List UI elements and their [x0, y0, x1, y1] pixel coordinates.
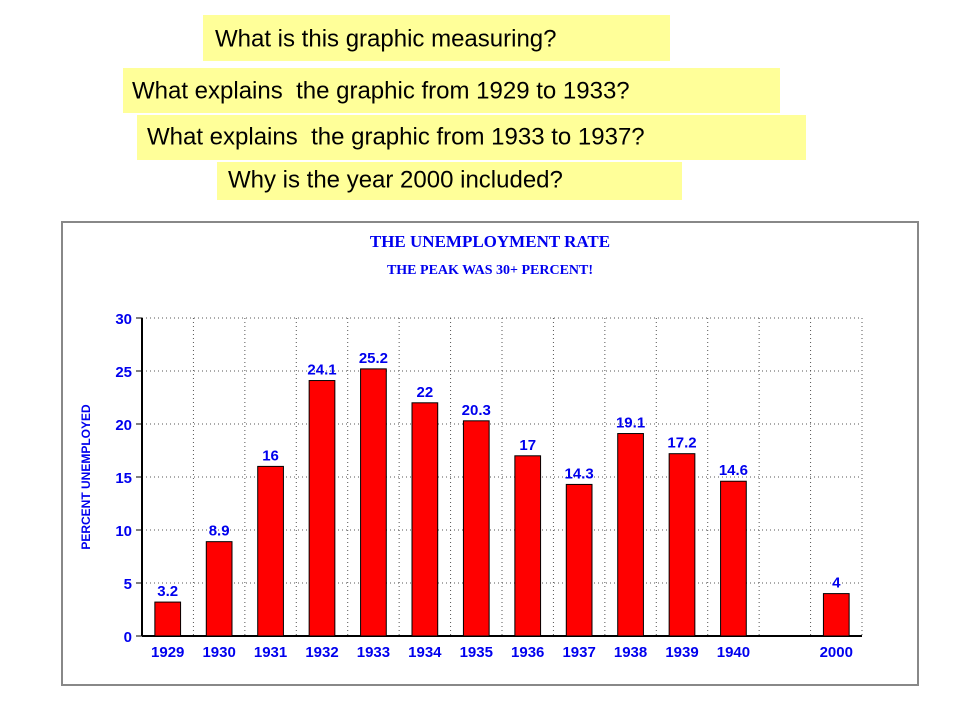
value-label: 25.2	[359, 350, 388, 367]
bar	[154, 601, 182, 637]
bar	[617, 433, 644, 637]
value-label: 4	[832, 575, 841, 592]
y-tick-label: 25	[115, 364, 132, 381]
value-label: 17	[519, 437, 536, 454]
question-box	[203, 15, 670, 61]
bar	[205, 541, 233, 637]
chart-title: THE UNEMPLOYMENT RATE	[370, 232, 610, 251]
question: What explains the graphic from 1929 to 1…	[132, 77, 630, 104]
x-tick-label: 1929	[151, 644, 184, 661]
bar	[462, 420, 490, 637]
x-tick-label: 1940	[717, 644, 750, 661]
y-axis-label: PERCENT UNEMPLOYED	[79, 404, 93, 550]
x-tick-label: 1932	[305, 644, 338, 661]
y-tick-label: 30	[115, 311, 132, 328]
bar	[822, 593, 850, 637]
value-label: 16	[262, 447, 279, 464]
question-box	[137, 115, 806, 160]
bar	[411, 402, 439, 637]
value-label: 20.3	[462, 402, 491, 419]
y-tick-label: 5	[124, 576, 132, 593]
value-label: 22	[417, 384, 434, 401]
bar	[565, 483, 593, 637]
x-tick-label: 1931	[254, 644, 287, 661]
value-label: 19.1	[616, 415, 645, 432]
x-tick-label: 1937	[562, 644, 595, 661]
value-label: 8.9	[209, 523, 230, 540]
bar	[514, 455, 542, 637]
y-tick-label: 0	[124, 629, 132, 646]
x-tick-label: 1936	[511, 644, 544, 661]
value-label: 14.3	[565, 465, 594, 482]
x-tick-label: 1939	[665, 644, 698, 661]
question: Why is the year 2000 included?	[228, 166, 563, 193]
x-tick-label: 1930	[202, 644, 235, 661]
question-box	[217, 162, 682, 200]
x-tick-label: 1935	[460, 644, 493, 661]
value-label: 3.2	[157, 583, 178, 600]
value-label: 14.6	[719, 462, 748, 479]
y-tick-label: 15	[115, 470, 132, 487]
value-label: 17.2	[667, 435, 696, 452]
question: What is this graphic measuring?	[215, 25, 556, 52]
x-tick-label: 1938	[614, 644, 647, 661]
value-label: 24.1	[307, 362, 336, 379]
question: What explains the graphic from 1933 to 1…	[147, 123, 645, 150]
bar	[720, 480, 747, 637]
chart-frame	[61, 221, 919, 686]
bar	[360, 368, 387, 637]
y-tick-label: 10	[115, 523, 132, 540]
chart-subtitle: THE PEAK WAS 30+ PERCENT!	[387, 263, 593, 278]
x-tick-label: 1933	[357, 644, 390, 661]
x-tick-label: 2000	[820, 644, 853, 661]
y-tick-label: 20	[115, 417, 132, 434]
question-box	[123, 68, 780, 113]
x-tick-label: 1934	[408, 644, 442, 661]
bar	[308, 380, 336, 637]
bar	[257, 465, 284, 637]
bar	[668, 453, 696, 637]
